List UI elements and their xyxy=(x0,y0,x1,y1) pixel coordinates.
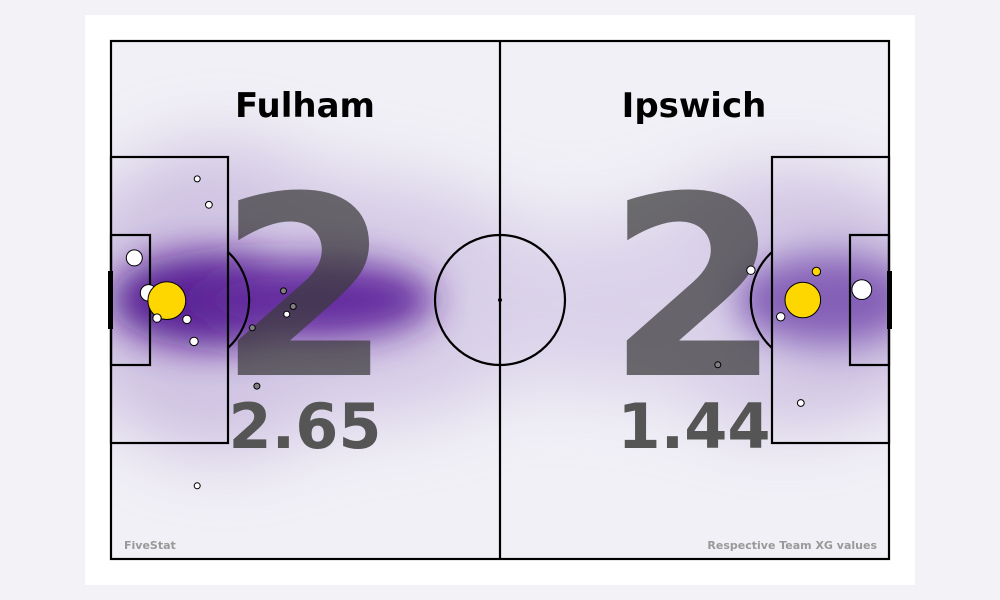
ipswich-shot-goal xyxy=(811,266,822,277)
pitch-chart: 2 2 Fulham Ipswich 2.65 1.44 FiveStat Re… xyxy=(108,39,892,561)
fulham-shot-blocked xyxy=(248,324,256,332)
ipswich-shot-goal xyxy=(784,281,822,319)
fulham-shot-miss xyxy=(152,313,162,323)
fulham-shot-miss xyxy=(125,249,143,267)
shot-markers xyxy=(125,175,873,490)
fulham-title: Fulham xyxy=(235,86,375,126)
fulham-shot-miss xyxy=(283,310,291,318)
fulham-goals: 2 xyxy=(218,143,392,434)
centre-spot xyxy=(498,298,502,302)
ipswich-shot-miss xyxy=(851,279,873,301)
fulham-shot-goal xyxy=(147,281,187,321)
ipswich-xg: 1.44 xyxy=(618,390,771,463)
ipswich-shot-miss xyxy=(776,312,786,322)
fulham-shot-miss xyxy=(193,175,201,183)
ipswich-shot-miss xyxy=(796,399,805,407)
fulham-shot-miss xyxy=(193,482,201,490)
fulham-shot-miss xyxy=(189,336,199,347)
fulham-xg: 2.65 xyxy=(229,390,382,463)
ipswich-title: Ipswich xyxy=(622,86,767,126)
right-goal xyxy=(887,271,892,329)
ipswich-shot-blocked xyxy=(714,361,722,369)
xg-card: 2 2 Fulham Ipswich 2.65 1.44 FiveStat Re… xyxy=(85,15,915,585)
fulham-shot-blocked xyxy=(280,287,287,295)
brand-label: FiveStat xyxy=(124,539,176,552)
fulham-shot-blocked xyxy=(253,382,261,390)
ipswich-shot-miss xyxy=(746,265,756,275)
xg-caption: Respective Team XG values xyxy=(707,539,877,552)
fulham-shot-blocked xyxy=(289,303,297,310)
left-goal xyxy=(108,271,113,329)
fulham-shot-miss xyxy=(205,200,213,209)
fulham-shot-miss xyxy=(182,314,192,325)
